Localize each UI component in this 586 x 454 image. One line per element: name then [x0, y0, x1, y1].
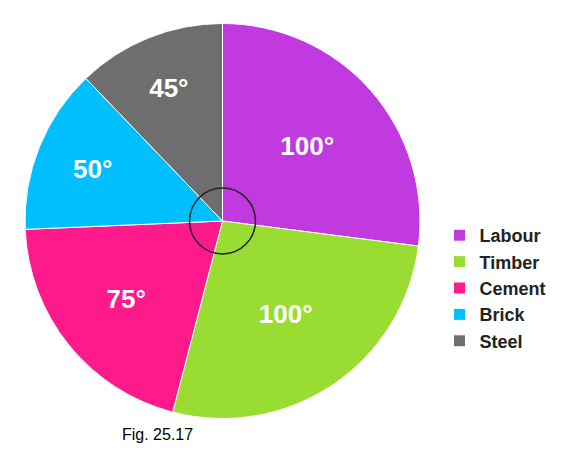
svg-text:Timber: Timber [480, 253, 540, 273]
svg-text:45°: 45° [149, 73, 188, 103]
svg-text:100°: 100° [259, 299, 313, 329]
svg-text:50°: 50° [73, 154, 112, 184]
svg-text:Fig. 25.17: Fig. 25.17 [122, 426, 193, 443]
svg-text:Brick: Brick [480, 305, 526, 325]
svg-text:Cement: Cement [480, 279, 546, 299]
svg-text:75°: 75° [106, 284, 145, 314]
svg-text:Steel: Steel [480, 332, 523, 352]
svg-text:Labour: Labour [480, 226, 541, 246]
svg-text:100°: 100° [280, 131, 334, 161]
